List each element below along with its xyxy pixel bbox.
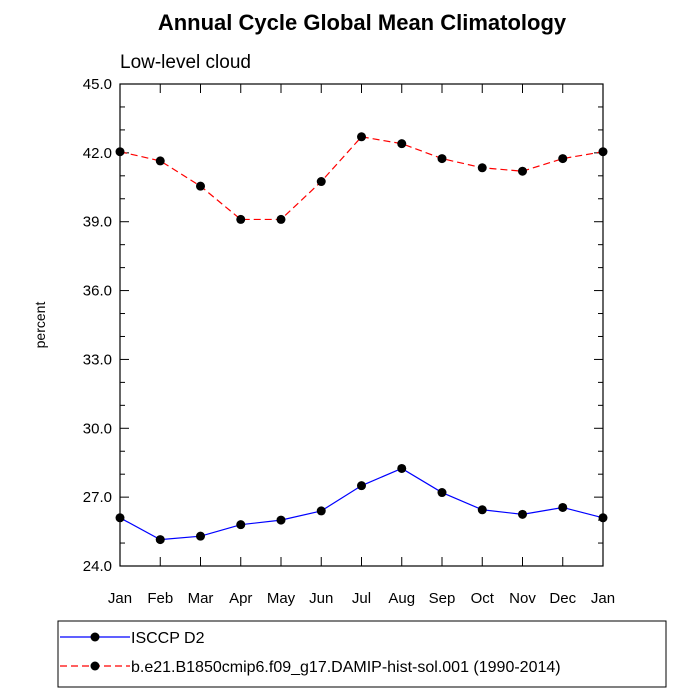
plot-frame [119, 83, 604, 567]
series-line-2 [119, 136, 604, 221]
series-2-point [598, 147, 608, 157]
series-layer [115, 132, 608, 545]
axes: 24.0 27.0 30.0 33.0 36.0 39.0 42.0 45.0 Jan Feb Ma… [83, 76, 615, 607]
series-1-point [558, 502, 568, 512]
x-tick-label: Dec [549, 590, 576, 607]
series-2-point [477, 163, 487, 173]
series-2-point [397, 139, 407, 149]
series-1-point [276, 515, 286, 525]
series-1-point [196, 531, 205, 541]
y-tick-label: 30.0 [83, 420, 112, 437]
x-tick-label: Aug [388, 590, 415, 607]
y-tick-label: 39.0 [83, 214, 112, 231]
series-1-point [397, 463, 407, 473]
series-1-point [477, 505, 487, 515]
y-axis-label: percent [32, 302, 48, 349]
series-1-point [598, 513, 608, 523]
y-tick-label: 42.0 [83, 145, 112, 162]
x-tick-label: Apr [229, 590, 252, 607]
series-2-point [236, 214, 246, 224]
series-2-point [437, 154, 447, 164]
x-tick-label: Jan [108, 590, 132, 607]
x-tick-label: Sep [429, 590, 456, 607]
legend: ISCCP D2 b.e21.B1850cmip6.f09_g17.DAMIP-h… [57, 620, 667, 688]
y-tick-label: 33.0 [83, 351, 112, 368]
series-2-point [276, 214, 286, 224]
legend-marker-1 [90, 632, 100, 642]
series-1-point [316, 506, 326, 516]
series-2-point [558, 154, 568, 164]
series-1-point [357, 481, 366, 491]
y-tick-label: 45.0 [83, 76, 112, 93]
series-2-point [518, 166, 527, 176]
series-2-point [357, 132, 366, 142]
legend-label-1: ISCCP D2 [131, 630, 205, 647]
series-1-point [236, 520, 246, 530]
legend-box [57, 620, 667, 688]
series-1-point [115, 513, 125, 523]
series-2-point [155, 156, 165, 166]
x-tick-label: Jan [591, 590, 615, 607]
legend-marker-2 [90, 661, 100, 671]
series-1-point [155, 535, 165, 545]
series-line-1 [119, 467, 604, 541]
y-tick-label: 27.0 [83, 489, 112, 506]
series-2-point [316, 177, 326, 187]
series-2-point [115, 147, 125, 157]
legend-label-2: b.e21.B1850cmip6.f09_g17.DAMIP-hist-sol.… [131, 659, 561, 676]
y-tick-label: 36.0 [83, 283, 112, 300]
x-tick-label: Oct [471, 590, 495, 607]
series-1-point [437, 488, 447, 498]
chart-subtitle: Low-level cloud [120, 52, 251, 73]
x-tick-label: May [267, 590, 296, 607]
x-tick-label: Nov [509, 590, 536, 607]
y-tick-label: 24.0 [83, 558, 112, 575]
chart-title: Annual Cycle Global Mean Climatology [158, 10, 567, 35]
series-1-point [518, 509, 527, 519]
series-2-point [196, 181, 205, 191]
x-tick-label: Jun [309, 590, 333, 607]
x-tick-label: Jul [352, 590, 371, 607]
x-tick-label: Feb [147, 590, 173, 607]
x-tick-label: Mar [188, 590, 214, 607]
